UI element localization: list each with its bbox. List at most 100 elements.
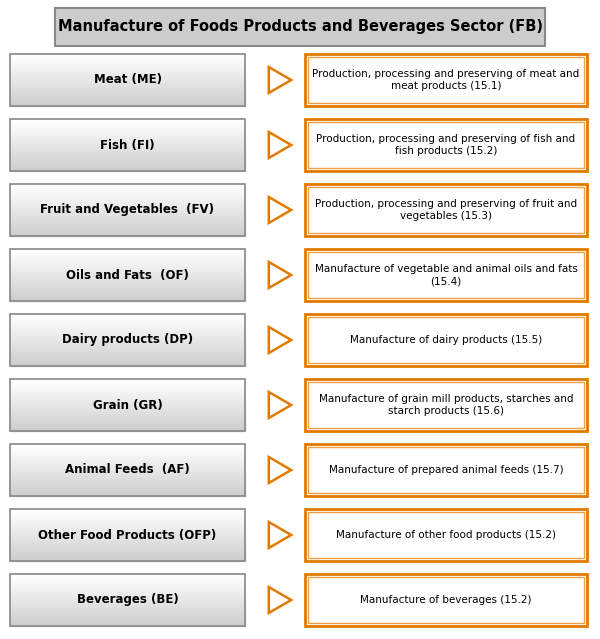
Text: Dairy products (DP): Dairy products (DP) xyxy=(62,334,193,346)
Bar xyxy=(10,520,245,521)
FancyBboxPatch shape xyxy=(305,249,587,301)
Bar xyxy=(10,162,245,163)
Bar xyxy=(10,380,245,381)
Bar xyxy=(10,212,245,213)
Bar xyxy=(10,491,245,493)
Bar xyxy=(10,135,245,136)
Bar xyxy=(10,197,245,199)
Bar xyxy=(10,542,245,543)
Bar xyxy=(10,518,245,520)
Bar xyxy=(10,486,245,488)
Bar xyxy=(10,580,245,581)
Bar xyxy=(10,608,245,609)
Bar xyxy=(10,546,245,547)
Bar xyxy=(10,557,245,558)
Bar xyxy=(10,78,245,79)
Bar xyxy=(10,487,245,488)
Bar xyxy=(10,482,245,483)
Bar xyxy=(10,535,245,537)
Bar xyxy=(10,602,245,603)
Bar xyxy=(10,146,245,148)
Bar xyxy=(10,620,245,622)
Bar xyxy=(10,541,245,542)
Bar xyxy=(10,612,245,613)
Bar xyxy=(10,256,245,257)
Bar xyxy=(10,297,245,298)
Bar xyxy=(10,226,245,227)
Bar xyxy=(10,272,245,273)
Text: Manufacture of Foods Products and Beverages Sector (FB): Manufacture of Foods Products and Bevera… xyxy=(58,20,542,35)
Bar xyxy=(10,419,245,420)
Bar xyxy=(10,550,245,551)
Bar xyxy=(10,585,245,586)
Bar xyxy=(10,186,245,187)
Bar xyxy=(10,131,245,132)
Bar xyxy=(10,229,245,230)
Bar xyxy=(10,360,245,362)
Bar xyxy=(10,165,245,166)
Bar xyxy=(10,382,245,383)
Bar xyxy=(10,515,245,516)
Bar xyxy=(10,264,245,265)
Bar xyxy=(10,97,245,98)
Bar xyxy=(10,464,245,465)
Bar xyxy=(10,622,245,624)
Bar xyxy=(10,613,245,614)
Bar xyxy=(10,250,245,252)
Bar xyxy=(10,86,245,87)
Bar xyxy=(10,605,245,606)
Bar xyxy=(10,192,245,194)
Bar xyxy=(10,385,245,386)
Bar xyxy=(10,72,245,73)
Bar xyxy=(10,484,245,485)
Bar xyxy=(10,388,245,389)
FancyBboxPatch shape xyxy=(305,444,587,496)
Bar xyxy=(10,477,245,478)
Bar xyxy=(10,394,245,396)
Bar xyxy=(10,624,245,625)
Bar xyxy=(10,476,245,477)
Bar xyxy=(10,155,245,157)
Bar xyxy=(10,163,245,164)
Bar xyxy=(10,315,245,316)
Bar xyxy=(10,234,245,235)
Bar xyxy=(10,95,245,96)
FancyBboxPatch shape xyxy=(55,8,545,46)
Bar xyxy=(10,596,245,597)
Bar xyxy=(10,94,245,95)
Bar xyxy=(10,619,245,620)
Bar xyxy=(10,260,245,261)
Bar xyxy=(10,405,245,406)
Bar xyxy=(10,223,245,224)
Bar xyxy=(10,339,245,340)
Bar xyxy=(10,274,245,275)
Bar xyxy=(10,216,245,217)
Bar xyxy=(10,295,245,296)
Bar xyxy=(10,215,245,216)
Bar xyxy=(10,128,245,130)
Bar xyxy=(10,121,245,123)
Bar xyxy=(10,91,245,92)
Bar xyxy=(10,93,245,94)
Bar xyxy=(10,142,245,143)
Bar xyxy=(10,235,245,236)
Bar xyxy=(10,167,245,169)
Bar xyxy=(10,132,245,133)
Bar xyxy=(10,123,245,124)
Bar xyxy=(10,170,245,171)
Bar xyxy=(10,348,245,350)
Bar xyxy=(10,267,245,268)
Bar xyxy=(10,66,245,67)
Bar xyxy=(10,494,245,495)
Bar xyxy=(10,296,245,298)
Bar xyxy=(10,185,245,186)
Bar xyxy=(10,263,245,264)
Bar xyxy=(10,450,245,451)
Bar xyxy=(10,259,245,260)
Bar xyxy=(10,157,245,158)
Text: Beverages (BE): Beverages (BE) xyxy=(77,594,178,606)
FancyBboxPatch shape xyxy=(305,574,587,626)
Bar xyxy=(10,206,245,208)
Bar xyxy=(10,208,245,209)
Bar xyxy=(10,620,245,621)
